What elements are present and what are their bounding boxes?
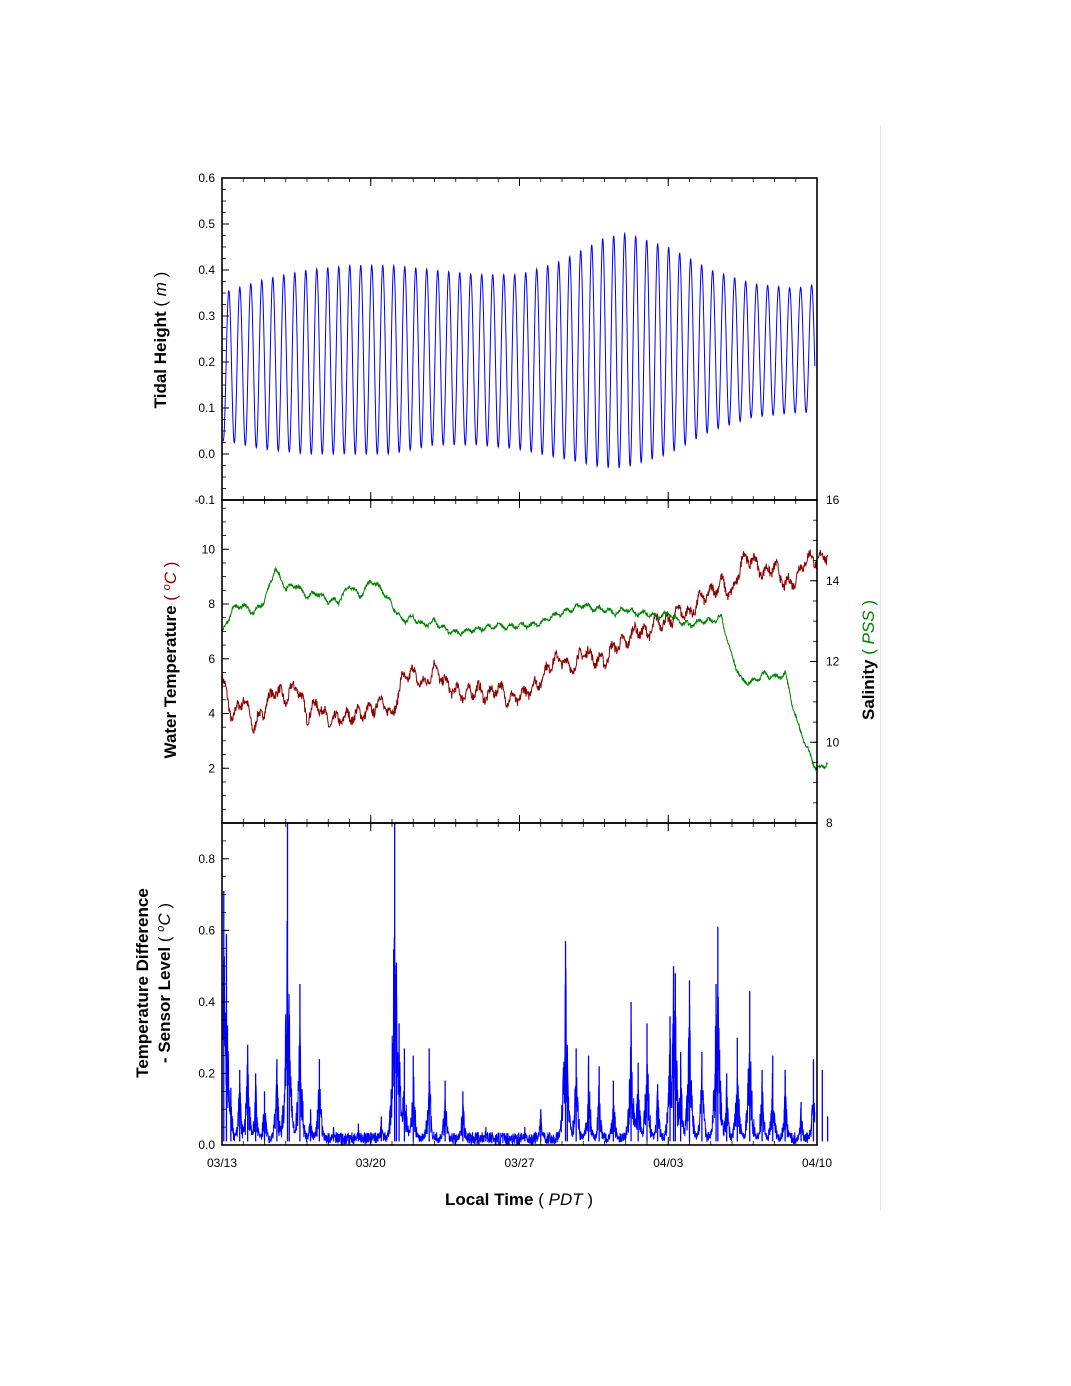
- salinity-y-tick-label: 16: [826, 493, 840, 507]
- x-axis-label: Local Time ( PDT ): [445, 1190, 593, 1209]
- salinity-y-tick-label: 14: [826, 574, 840, 588]
- tidal-height-y-tick-label: 0.0: [198, 447, 215, 461]
- salinity-y-tick-label: 8: [826, 816, 833, 830]
- x-tick-label: 03/13: [207, 1156, 237, 1170]
- page-divider-line: [880, 125, 881, 1210]
- panel-tidal-height: -0.1 0.0 0.1 0.2 0.3 0.4 0.5 0.6: [194, 171, 818, 507]
- x-tick-label: 03/27: [504, 1156, 534, 1170]
- temperature-difference-y-tick-label: 0.8: [198, 852, 215, 866]
- y-axis-label-salinity: Salinity ( PSS ): [859, 600, 878, 720]
- y-axis-label-water-temperature: Water Temperature ( oC ): [161, 562, 180, 759]
- salinity-y-tick-label: 12: [826, 655, 840, 669]
- y-axis-label-sensor-level: - Sensor Level ( oC ): [155, 903, 174, 1063]
- y-axis-label-tidal-height: Tidal Height ( m ): [151, 272, 170, 409]
- tidal-height-y-tick-label: 0.5: [198, 217, 215, 231]
- water-temperature-line: [221, 549, 829, 734]
- salinity-y-tick-label: 10: [826, 735, 840, 749]
- panel-temperature-salinity: 2 4 6 8 10 8 10 12 14 16: [202, 493, 840, 830]
- tidal-height-y-tick-label: 0.1: [198, 401, 215, 415]
- x-axis-bottom: 03/13 03/20 03/27 04/03 04/10: [207, 1156, 832, 1170]
- water-temperature-y-tick-label: 8: [208, 597, 215, 611]
- water-temperature-y-tick-label: 4: [208, 707, 215, 721]
- temperature-difference-y-tick-label: 0.4: [198, 995, 215, 1009]
- x-tick-label: 04/10: [802, 1156, 832, 1170]
- tidal-height-y-tick-label: 0.2: [198, 355, 215, 369]
- temperature-difference-y-tick-label: 0.0: [198, 1138, 215, 1152]
- water-temperature-y-tick-label: 2: [208, 761, 215, 775]
- salinity-line: [221, 566, 828, 772]
- temperature-difference-plot-frame: [221, 822, 818, 1146]
- panel-temperature-difference: 0.0 0.2 0.4 0.6 0.8: [198, 822, 829, 1152]
- temperature-difference-y-tick-label: 0.6: [198, 923, 215, 937]
- tidal-height-y-tick-label: -0.1: [194, 493, 215, 507]
- water-temperature-y-tick-label: 6: [208, 652, 215, 666]
- temperature-difference-y-tick-label: 0.2: [198, 1066, 215, 1080]
- x-tick-label: 03/20: [356, 1156, 386, 1170]
- temperature-salinity-plot-frame: [221, 499, 818, 824]
- tidal-height-y-tick-label: 0.6: [198, 171, 215, 185]
- tidal-height-y-tick-label: 0.3: [198, 309, 215, 323]
- tidal-height-y-tick-label: 0.4: [198, 263, 215, 277]
- water-temperature-y-tick-label: 10: [202, 542, 216, 556]
- tidal-height-line: [222, 231, 816, 469]
- y-axis-label-temperature-difference: Temperature Difference: [133, 888, 152, 1078]
- x-tick-label: 04/03: [653, 1156, 683, 1170]
